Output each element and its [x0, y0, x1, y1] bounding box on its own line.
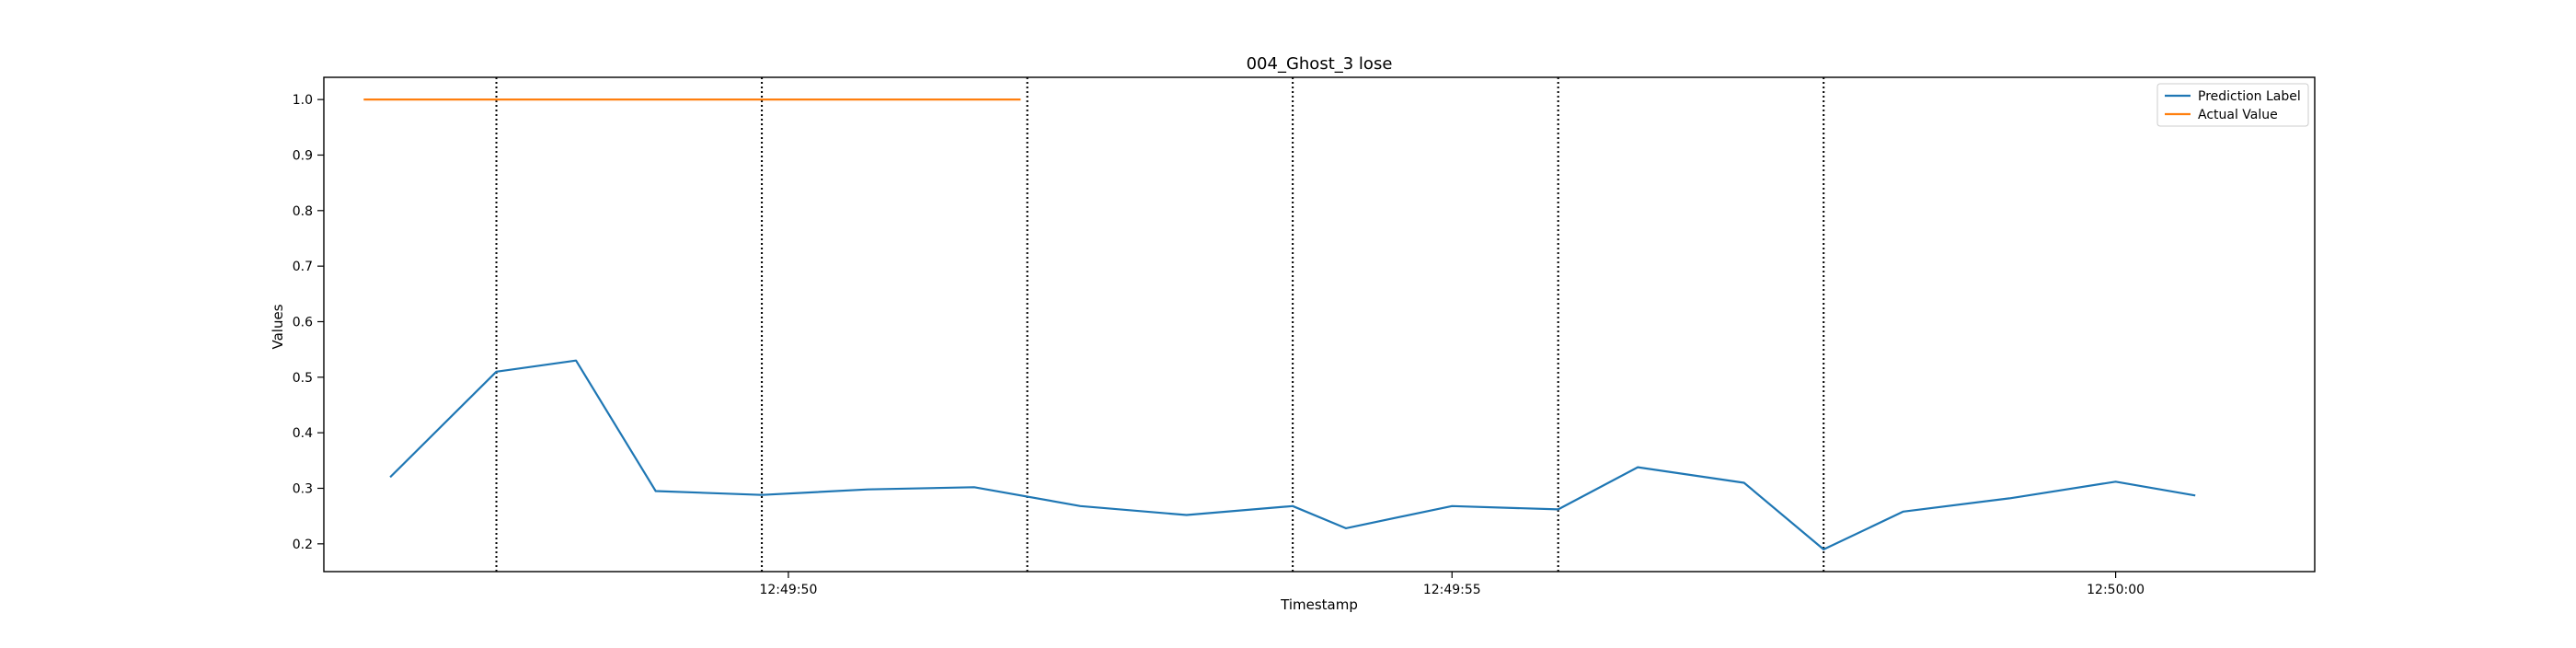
y-tick-label: 0.7 [293, 260, 313, 274]
y-tick-label: 0.4 [293, 426, 313, 441]
y-tick-label: 0.8 [293, 204, 313, 219]
chart-title: 004_Ghost_3 lose [1247, 54, 1393, 74]
axes-frame [323, 76, 2316, 573]
legend-box [2156, 83, 2309, 127]
y-tick-label: 1.0 [293, 93, 313, 108]
x-tick-label: 12:49:50 [759, 583, 817, 597]
x-axis-label: Timestamp [1280, 596, 1358, 613]
x-tick-label: 12:50:00 [2087, 583, 2145, 597]
y-tick-label: 0.2 [293, 538, 313, 552]
y-tick-label: 0.5 [293, 371, 313, 386]
y-axis-label: Values [270, 304, 286, 349]
y-tick-label: 0.6 [293, 315, 313, 330]
plot-area: 0.2 0.3 0.4 0.5 0.6 0.7 0.8 0.9 1.0 12:49:50 12:49… [293, 77, 2196, 597]
legend: Prediction Label Actual Value [2156, 83, 2309, 127]
legend-label: Actual Value [2198, 108, 2278, 122]
y-tick-label: 0.9 [293, 148, 313, 163]
series-line-prediction-label [389, 359, 2196, 551]
y-tick-label: 0.3 [293, 481, 313, 496]
x-tick-label: 12:49:55 [1423, 583, 1481, 597]
legend-label: Prediction Label [2198, 89, 2301, 104]
